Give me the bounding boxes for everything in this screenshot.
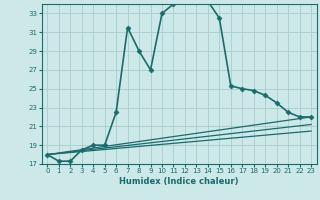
X-axis label: Humidex (Indice chaleur): Humidex (Indice chaleur) bbox=[119, 177, 239, 186]
